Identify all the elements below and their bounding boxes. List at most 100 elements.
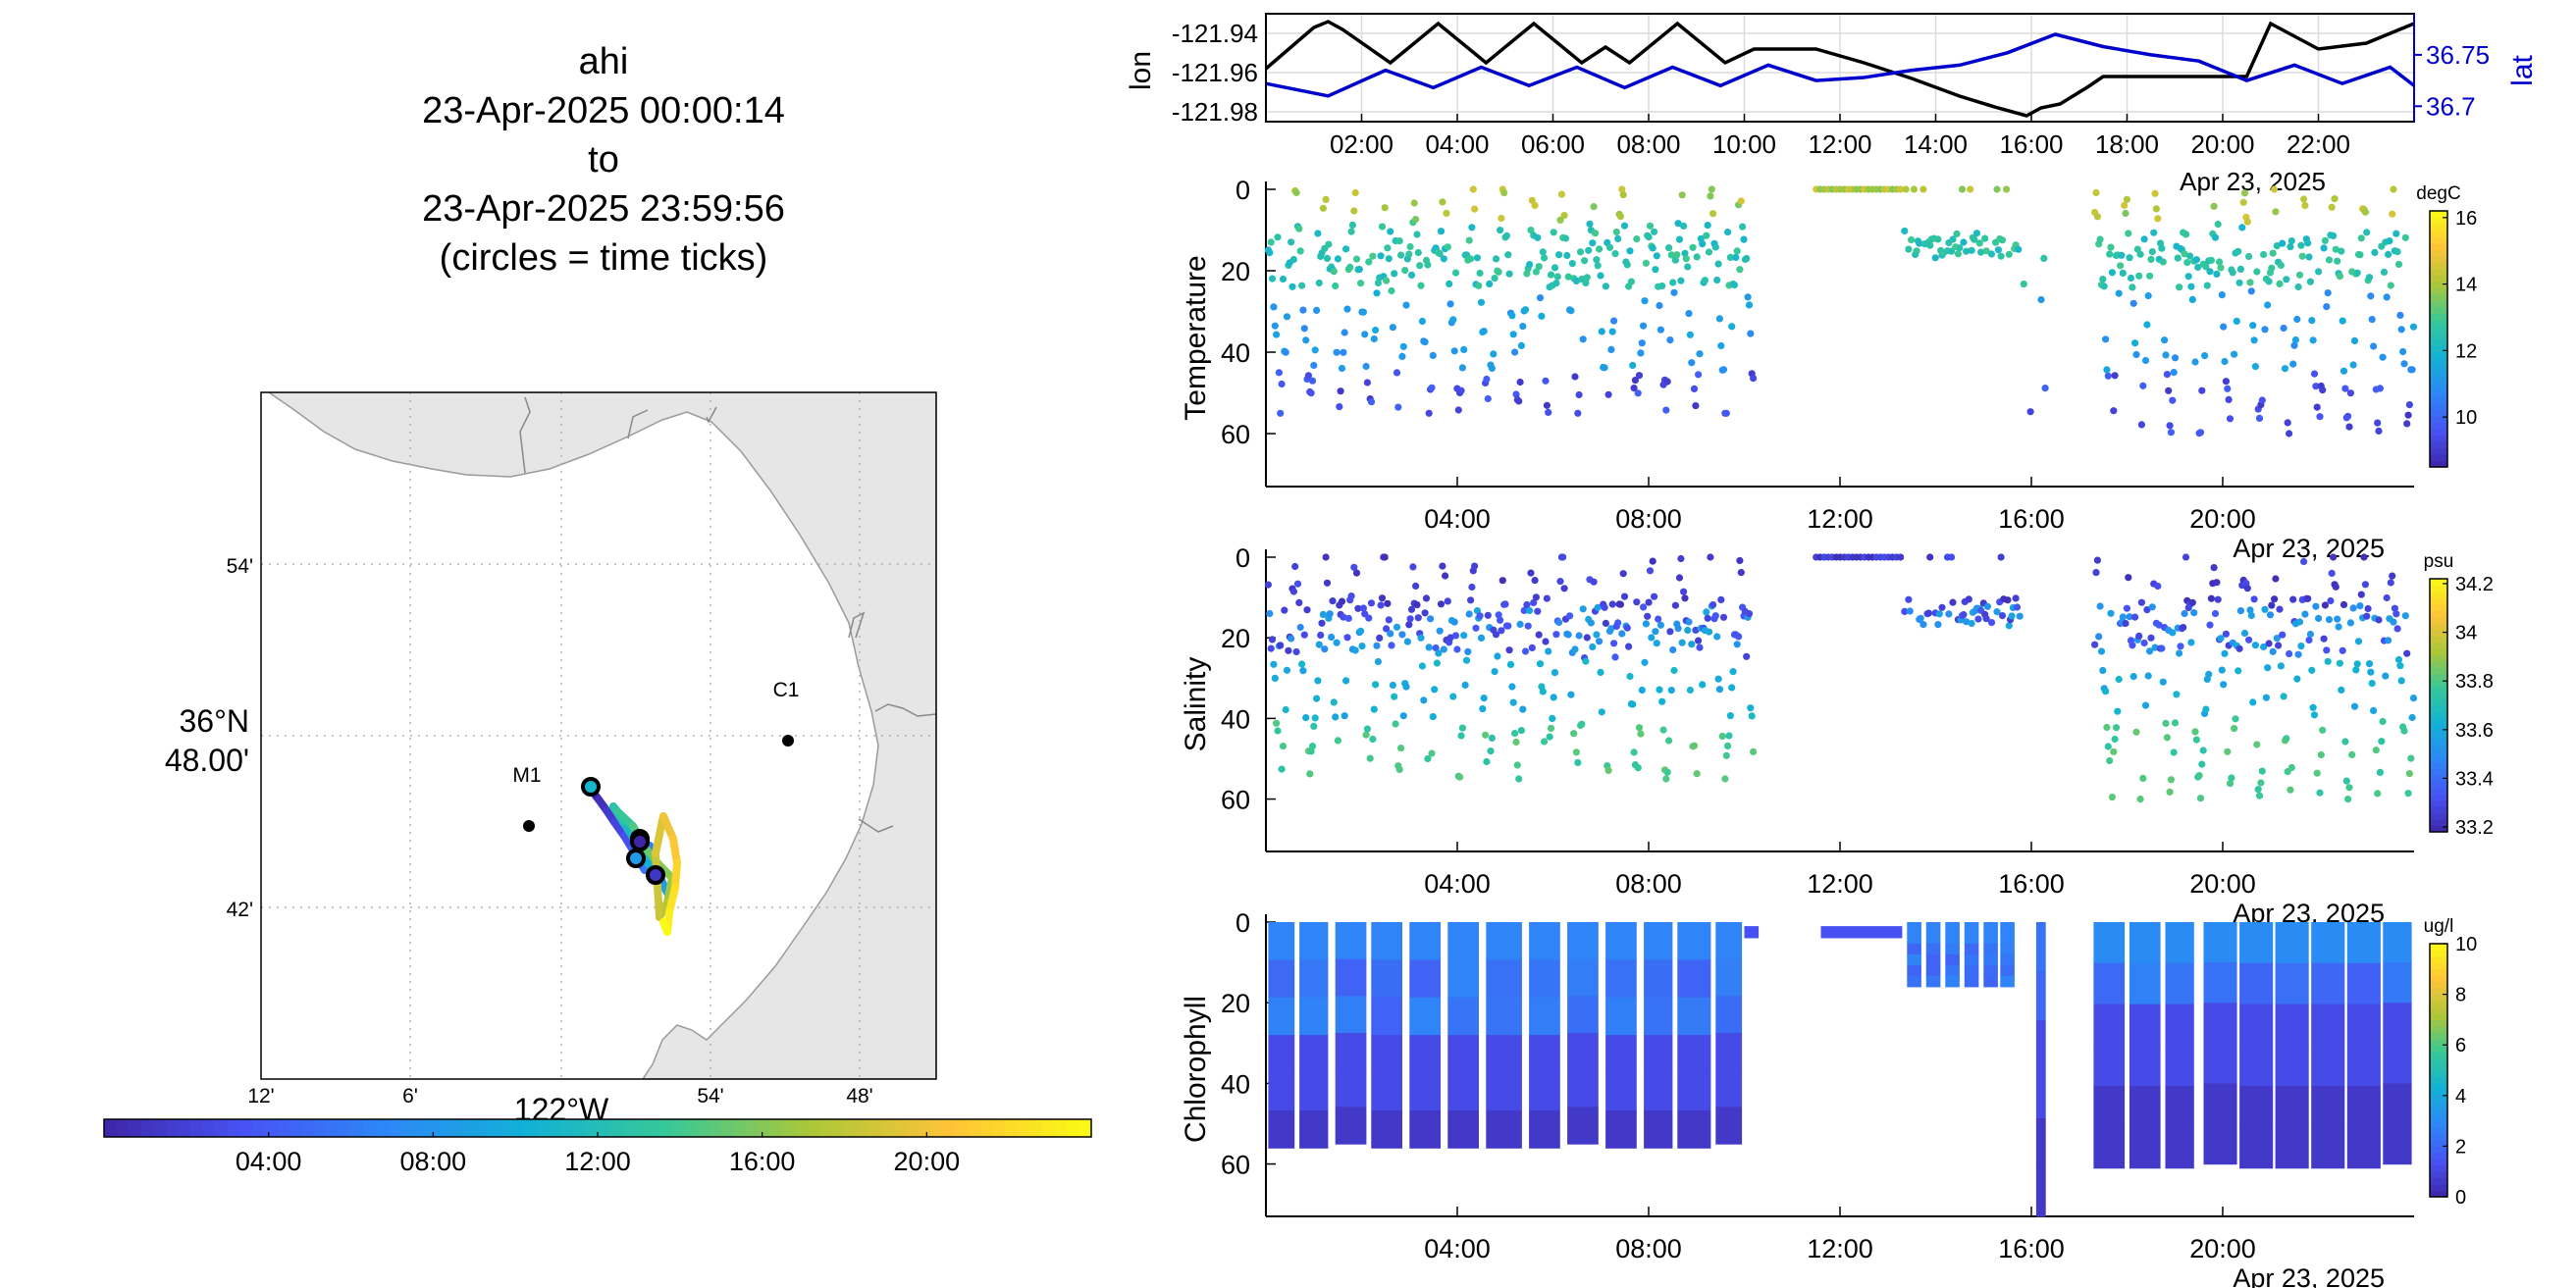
time-colorbar: 04:00 08:00 12:00 16:00 20:00 bbox=[103, 1118, 1092, 1176]
temperature-data-point bbox=[1579, 335, 1587, 343]
temperature-data-point bbox=[1690, 385, 1699, 392]
chlorophyll-data-cell bbox=[2165, 962, 2194, 1005]
salinity-colorbar-segment bbox=[2430, 717, 2447, 725]
chlorophyll-data-cell bbox=[1447, 1035, 1479, 1074]
time-colorbar-segment bbox=[658, 1119, 673, 1137]
temperature-data-point bbox=[2251, 363, 2259, 371]
temperature-data-point bbox=[2143, 321, 2151, 329]
salinity-data-point bbox=[1748, 712, 1756, 720]
salinity-data-point bbox=[1543, 594, 1551, 602]
temperature-data-point bbox=[1418, 317, 1426, 326]
temperature-data-point bbox=[1341, 329, 1348, 336]
salinity-data-point bbox=[2013, 603, 2022, 611]
temperature-data-point bbox=[2346, 389, 2354, 397]
temperature-data-point bbox=[1515, 397, 1523, 405]
salinity-data-point bbox=[2265, 640, 2273, 647]
salinity-data-point bbox=[2350, 702, 2359, 710]
time-colorbar-segment bbox=[795, 1119, 809, 1137]
temperature-data-point bbox=[1901, 227, 1909, 235]
pos-x-tick-label: 20:00 bbox=[2190, 129, 2254, 159]
temperature-data-point bbox=[2400, 360, 2408, 368]
temperature-data-point bbox=[1436, 250, 1444, 258]
salinity-data-point bbox=[2293, 675, 2301, 683]
temperature-data-point bbox=[1342, 245, 1350, 253]
temperature-colorbar-segment bbox=[2430, 415, 2447, 423]
salinity-data-point bbox=[1524, 622, 1532, 630]
temperature-data-point bbox=[1719, 366, 1728, 374]
temperature-data-point bbox=[1743, 254, 1751, 263]
chlorophyll-data-cell bbox=[1529, 1035, 1560, 1074]
salinity-data-point bbox=[2202, 705, 2210, 713]
time-colorbar-segment bbox=[857, 1119, 870, 1137]
temperature-data-point bbox=[1994, 246, 2002, 254]
temperature-data-point bbox=[1635, 372, 1644, 380]
salinity-data-point bbox=[1656, 621, 1664, 629]
time-colorbar-segment bbox=[560, 1119, 574, 1137]
chlorophyll-data-cell bbox=[1983, 964, 1998, 977]
time-colorbar-segment bbox=[1078, 1119, 1092, 1137]
temperature-data-point bbox=[1516, 378, 1524, 386]
temperature-colorbar-segment bbox=[2430, 435, 2447, 442]
salinity-colorbar-segment bbox=[2430, 597, 2447, 605]
temperature-data-point bbox=[1394, 403, 1402, 411]
salinity-colorbar-segment bbox=[2430, 660, 2447, 668]
temperature-data-point bbox=[2231, 350, 2238, 358]
temperature-data-point bbox=[1564, 273, 1572, 281]
salinity-data-point bbox=[1378, 594, 1387, 602]
chlorophyll-data-cell bbox=[2346, 1126, 2381, 1169]
chlorophyll-data-cell bbox=[1677, 1072, 1711, 1111]
salinity-data-point bbox=[1699, 681, 1707, 689]
salinity-data-point bbox=[1634, 764, 1642, 772]
salinity-data-point bbox=[1270, 660, 1278, 668]
temperature-data-point bbox=[2268, 264, 2276, 272]
salinity-data-point bbox=[1610, 640, 1618, 647]
temperature-data-point bbox=[1351, 188, 1359, 197]
temperature-data-point bbox=[2365, 274, 2374, 282]
temperature-data-point bbox=[1561, 234, 1570, 242]
temperature-data-point bbox=[1677, 277, 1685, 284]
lat-axis-label: lat bbox=[2506, 54, 2539, 85]
time-colorbar-segment bbox=[202, 1119, 216, 1137]
salinity-colorbar-frame bbox=[2429, 578, 2448, 833]
salinity-data-point bbox=[2103, 723, 2111, 732]
salinity-data-point bbox=[1517, 727, 1525, 735]
salinity-data-point bbox=[2122, 619, 2129, 628]
salinity-data-point bbox=[2275, 642, 2283, 649]
temperature-data-point bbox=[2099, 276, 2107, 283]
chlorophyll-data-cell bbox=[2000, 975, 2015, 988]
salinity-data-point bbox=[1433, 659, 1441, 667]
salinity-data-point bbox=[2271, 595, 2279, 603]
salinity-data-point bbox=[1271, 674, 1279, 683]
salinity-data-point bbox=[1498, 627, 1505, 635]
chlorophyll-data-cell bbox=[1644, 997, 1673, 1036]
chlorophyll-data-cell bbox=[2383, 1003, 2412, 1044]
salinity-data-point bbox=[2339, 646, 2346, 654]
salinity-colorbar-segment bbox=[2430, 623, 2447, 631]
temperature-data-point bbox=[1488, 364, 1496, 373]
chlorophyll-colorbar-segment bbox=[2430, 1164, 2447, 1172]
salinity-data-point bbox=[1389, 681, 1396, 690]
chlorophyll-data-cell bbox=[2000, 933, 2015, 945]
salinity-data-point bbox=[2131, 613, 2139, 621]
salinity-data-point bbox=[1693, 770, 1701, 778]
salinity-data-point bbox=[1685, 618, 1693, 626]
temperature-data-point bbox=[2323, 303, 2331, 311]
temperature-data-point bbox=[2350, 336, 2359, 344]
salinity-data-point bbox=[2102, 688, 2110, 696]
temperature-data-point bbox=[1744, 293, 1752, 301]
temperature-data-point bbox=[2201, 352, 2209, 360]
chlorophyll-data-cell bbox=[1945, 922, 1960, 934]
salinity-data-point bbox=[2235, 644, 2243, 652]
chlorophyll-data-cell bbox=[1371, 1109, 1402, 1149]
chlorophyll-colorbar-tick-label: 6 bbox=[2455, 1035, 2466, 1056]
temperature-data-point bbox=[1576, 248, 1585, 256]
temperature-data-point bbox=[1352, 255, 1361, 263]
salinity-data-point bbox=[1735, 633, 1743, 641]
chlorophyll-colorbar-segment bbox=[2430, 1190, 2447, 1198]
salinity-data-point bbox=[1520, 606, 1528, 615]
salinity-data-point bbox=[2008, 612, 2016, 620]
pos-x-tick-label: 12:00 bbox=[1808, 129, 1871, 159]
temperature-data-point bbox=[1680, 222, 1688, 230]
time-colorbar-tick-label: 12:00 bbox=[564, 1147, 631, 1176]
chlorophyll-colorbar-segment bbox=[2430, 988, 2447, 996]
